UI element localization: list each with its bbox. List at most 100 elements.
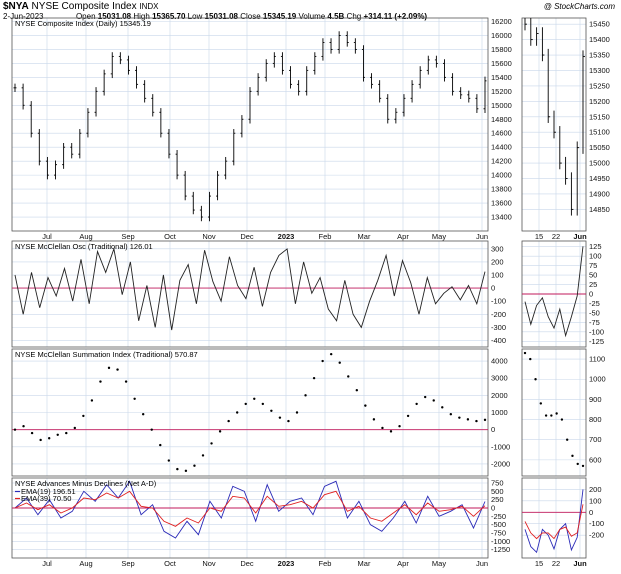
- zoom-summation-point: [555, 412, 558, 415]
- price-x-month-label: Jun: [476, 232, 488, 241]
- y-tick-label: 250: [491, 495, 504, 504]
- zoom-y-tick-label: 1000: [589, 375, 606, 384]
- y-tick-label: 15400: [491, 73, 512, 82]
- summation-point: [56, 433, 59, 437]
- zoom-y-tick-label: 900: [589, 395, 602, 404]
- summation-point: [184, 469, 188, 473]
- close-value: 15345.19: [262, 12, 297, 21]
- price-panel-title: NYSE Composite Index (Daily) 15345.19: [15, 19, 151, 28]
- zoom-y-tick-label: 15350: [589, 51, 610, 60]
- y-tick-label: -750: [491, 529, 506, 538]
- y-tick-label: 3000: [491, 374, 508, 383]
- zoom-chart-area: [521, 17, 587, 559]
- open-label: Open: [75, 12, 96, 21]
- close-label: Close: [240, 12, 261, 21]
- y-tick-label: 14400: [491, 143, 512, 152]
- panel-frame: [11, 240, 489, 348]
- zoom-x-label: Jun: [573, 559, 587, 568]
- zoom-summation-point: [565, 438, 569, 441]
- low-value: 15031.08: [204, 12, 238, 21]
- zoom-y-tick-label: 15100: [589, 128, 610, 137]
- price-x-month-label: Aug: [79, 232, 92, 241]
- volume-label: Volume: [298, 12, 326, 21]
- panel-titles: NYSE Composite Index (Daily) 15345.19 NYS…: [15, 19, 198, 503]
- summation-point: [364, 404, 367, 407]
- chg-label: Chg: [346, 12, 362, 21]
- summation-point: [107, 366, 111, 370]
- legend-label: EMA(19) 196.51: [21, 487, 76, 496]
- zoom-y-tick-label: 15050: [589, 143, 610, 152]
- summation-point: [30, 431, 34, 435]
- x-month-label: Jun: [476, 559, 488, 568]
- summation-point: [176, 467, 179, 471]
- high-label: High: [133, 12, 150, 21]
- price-x-month-label: Dec: [240, 232, 254, 241]
- mcclellan-osc-line: [14, 247, 486, 331]
- y-tick-label: 750: [491, 479, 504, 488]
- summation-point: [321, 359, 324, 363]
- chg-value: +314.11 (+2.09%): [363, 12, 428, 21]
- axes: 13400 13600 13800 14000 14200 14400 14600 14800…: [42, 17, 610, 568]
- price-x-month-label: 2023: [278, 232, 295, 241]
- zoom-mcclellan-osc-line: [524, 246, 584, 338]
- zoom-y-tick-label: 1100: [589, 355, 605, 364]
- y-tick-label: 300: [491, 244, 504, 253]
- zoom-y-tick-label: 50: [589, 271, 597, 280]
- summation-point: [287, 419, 290, 423]
- summation-point: [423, 395, 427, 399]
- summation-point: [244, 402, 247, 406]
- zoom-y-tick-label: -100: [589, 519, 604, 528]
- zoom-summation-point: [571, 454, 574, 458]
- zoom-summation-point: [581, 464, 585, 468]
- y-tick-label: 0: [491, 425, 495, 434]
- y-tick-label: 15600: [491, 59, 512, 68]
- y-tick-label: 13800: [491, 185, 512, 194]
- summation-point: [116, 368, 119, 371]
- zoom-y-tick-label: 15300: [589, 66, 610, 75]
- open-value: 15031.08: [97, 12, 132, 21]
- zoom-y-tick-label: 100: [589, 252, 602, 261]
- summation-point: [261, 402, 265, 406]
- zoom-panel-frame: [521, 477, 587, 559]
- summation-point: [389, 430, 393, 433]
- symbol: $NYA: [3, 1, 29, 12]
- y-tick-label: 2000: [491, 391, 508, 400]
- y-tick-label: 14200: [491, 157, 512, 166]
- zoom-y-tick-label: 14950: [589, 174, 610, 183]
- zoom-y-tick-label: 15250: [589, 81, 610, 90]
- x-month-label: Jul: [42, 559, 52, 568]
- summation-point: [210, 442, 213, 445]
- summation-point: [355, 388, 359, 392]
- y-tick-label: 15800: [491, 45, 512, 54]
- y-tick-label: -1000: [491, 442, 510, 451]
- y-tick-label: -2000: [491, 459, 510, 468]
- price-zoom-x-label: 22: [552, 232, 560, 241]
- summation-point: [82, 414, 85, 418]
- price-x-month-label: Jul: [42, 232, 52, 241]
- price-x-month-label: Oct: [164, 232, 177, 241]
- low-label: Low: [187, 12, 203, 21]
- zoom-summation-point: [529, 357, 532, 361]
- zoom-y-tick-label: 25: [589, 280, 597, 289]
- summation-point: [295, 411, 299, 414]
- zoom-summation-point: [576, 462, 579, 466]
- y-tick-label: 13400: [491, 213, 512, 222]
- zoom-x-label: 22: [552, 559, 560, 568]
- main-chart-area: [11, 17, 489, 559]
- zoom-y-tick-label: 200: [589, 485, 602, 494]
- panel-frame: [11, 348, 489, 477]
- zoom-panel-frame: [521, 17, 587, 232]
- y-tick-label: -100: [491, 297, 506, 306]
- y-tick-label: 200: [491, 257, 504, 266]
- zoom-x-label: 15: [535, 559, 543, 568]
- summation-point: [150, 428, 153, 431]
- zoom-panel-frame: [521, 348, 587, 477]
- summation-point: [278, 416, 282, 419]
- zoom-y-tick-label: 15000: [589, 159, 610, 168]
- zoom-summation-point: [539, 402, 543, 405]
- y-tick-label: -200: [491, 310, 506, 319]
- zoom-y-tick-label: -200: [589, 531, 604, 540]
- summation-point: [90, 399, 94, 402]
- zoom-y-tick-label: 700: [589, 435, 602, 444]
